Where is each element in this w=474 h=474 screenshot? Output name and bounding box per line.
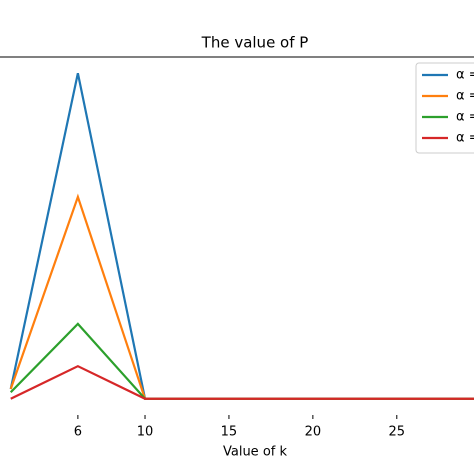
- x-tick-label: 15: [221, 425, 238, 440]
- legend-label: α =: [456, 131, 474, 146]
- legend-box: [415, 62, 474, 154]
- series-line: [9, 322, 474, 400]
- x-tick-label: 10: [137, 425, 154, 440]
- x-axis-label: Value of k: [223, 445, 287, 460]
- series-line: [9, 73, 474, 400]
- legend-label: α =: [456, 110, 474, 125]
- x-tick-label: 25: [389, 425, 406, 440]
- series-line: [10, 364, 474, 400]
- chart-title: The value of P: [201, 34, 309, 52]
- x-tick-label: 20: [305, 425, 322, 440]
- legend-label: α =: [456, 68, 474, 83]
- plot-area: [9, 73, 474, 400]
- legend-label: α =: [456, 89, 474, 104]
- x-tick-label: 6: [74, 425, 82, 440]
